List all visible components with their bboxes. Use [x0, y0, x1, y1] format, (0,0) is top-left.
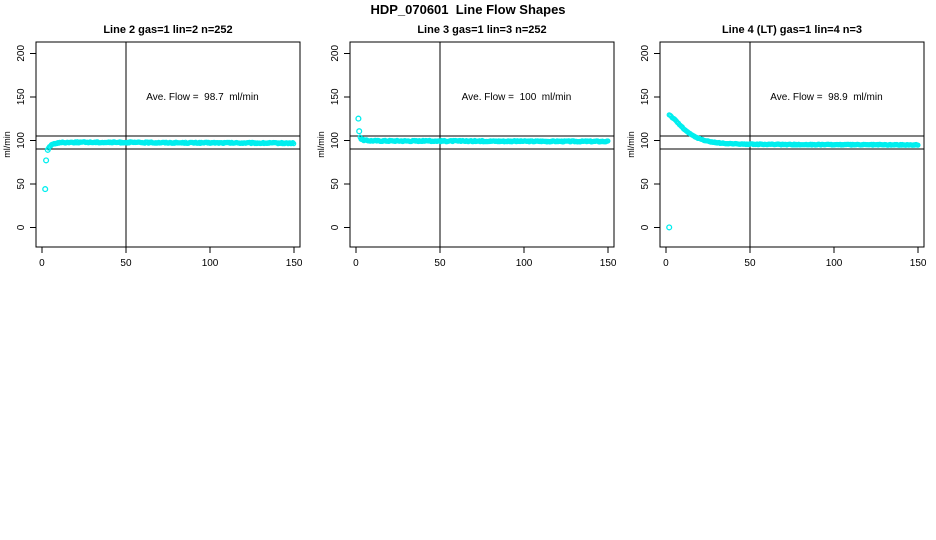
x-tick-label: 0 [663, 258, 669, 269]
data-point-band [45, 139, 297, 151]
y-tick-label: 50 [16, 178, 27, 190]
y-tick-label: 200 [16, 45, 27, 62]
y-tick-label: 200 [330, 45, 341, 62]
y-tick-label: 100 [16, 132, 27, 149]
data-point-outlier [355, 115, 362, 122]
plot-box [659, 41, 925, 248]
x-tick-label: 150 [910, 258, 927, 269]
y-tick-label: 100 [640, 132, 651, 149]
ave-flow-annotation: Ave. Flow = 100 ml/min [462, 92, 572, 103]
x-tick-label: 50 [120, 258, 132, 269]
data-point-outlier [356, 128, 363, 135]
x-tick-label: 150 [600, 258, 617, 269]
x-tick-label: 150 [286, 258, 303, 269]
panel-title: Line 3 gas=1 lin=3 n=252 [417, 24, 546, 36]
data-point-band [357, 134, 611, 145]
y-tick-label: 200 [640, 45, 651, 62]
page-title: HDP_070601 Line Flow Shapes [370, 2, 566, 17]
data-point-outlier [43, 157, 50, 164]
y-tick-label: 100 [330, 132, 341, 149]
y-tick-label: 150 [330, 88, 341, 105]
data-point-outlier [44, 146, 51, 153]
x-tick-label: 100 [826, 258, 843, 269]
x-tick-label: 50 [434, 258, 446, 269]
chart-panel-1: Line 2 gas=1 lin=2 n=252 0 50 100 150 0 50 100 1… [2, 24, 303, 269]
ave-flow-annotation: Ave. Flow = 98.9 ml/min [770, 92, 882, 103]
y-axis-label: ml/min [2, 131, 12, 158]
y-tick-label: 150 [640, 88, 651, 105]
x-tick-label: 100 [202, 258, 219, 269]
x-tick-label: 0 [353, 258, 359, 269]
plot-box [349, 41, 615, 248]
data-point [291, 141, 297, 147]
y-axis-label: ml/min [626, 131, 636, 158]
x-tick-label: 100 [516, 258, 533, 269]
plot-box [35, 41, 301, 248]
y-tick-label: 50 [330, 178, 341, 190]
y-tick-label: 150 [16, 88, 27, 105]
data-point-outlier [666, 224, 673, 231]
chart-panel-2: Line 3 gas=1 lin=3 n=252 0 50 100 150 0 50 100 1… [316, 24, 617, 269]
chart-panel-3: Line 4 (LT) gas=1 lin=4 n=3 0 50 100 150 0 50 1… [626, 24, 927, 269]
data-point [915, 142, 921, 148]
x-tick-label: 50 [744, 258, 756, 269]
charts-canvas: Line 2 gas=1 lin=2 n=252 0 50 100 150 0 50 100 1… [2, 24, 927, 269]
y-tick-label: 0 [330, 224, 341, 230]
panel-title: Line 2 gas=1 lin=2 n=252 [103, 24, 232, 36]
data-point [605, 138, 611, 144]
ave-flow-annotation: Ave. Flow = 98.7 ml/min [146, 92, 258, 103]
y-tick-label: 50 [640, 178, 651, 190]
data-point-band [666, 112, 921, 148]
y-tick-label: 0 [640, 224, 651, 230]
panel-title: Line 4 (LT) gas=1 lin=4 n=3 [722, 24, 862, 36]
y-tick-label: 0 [16, 224, 27, 230]
y-axis-label: ml/min [316, 131, 326, 158]
data-point-outlier [42, 186, 49, 193]
x-tick-label: 0 [39, 258, 45, 269]
